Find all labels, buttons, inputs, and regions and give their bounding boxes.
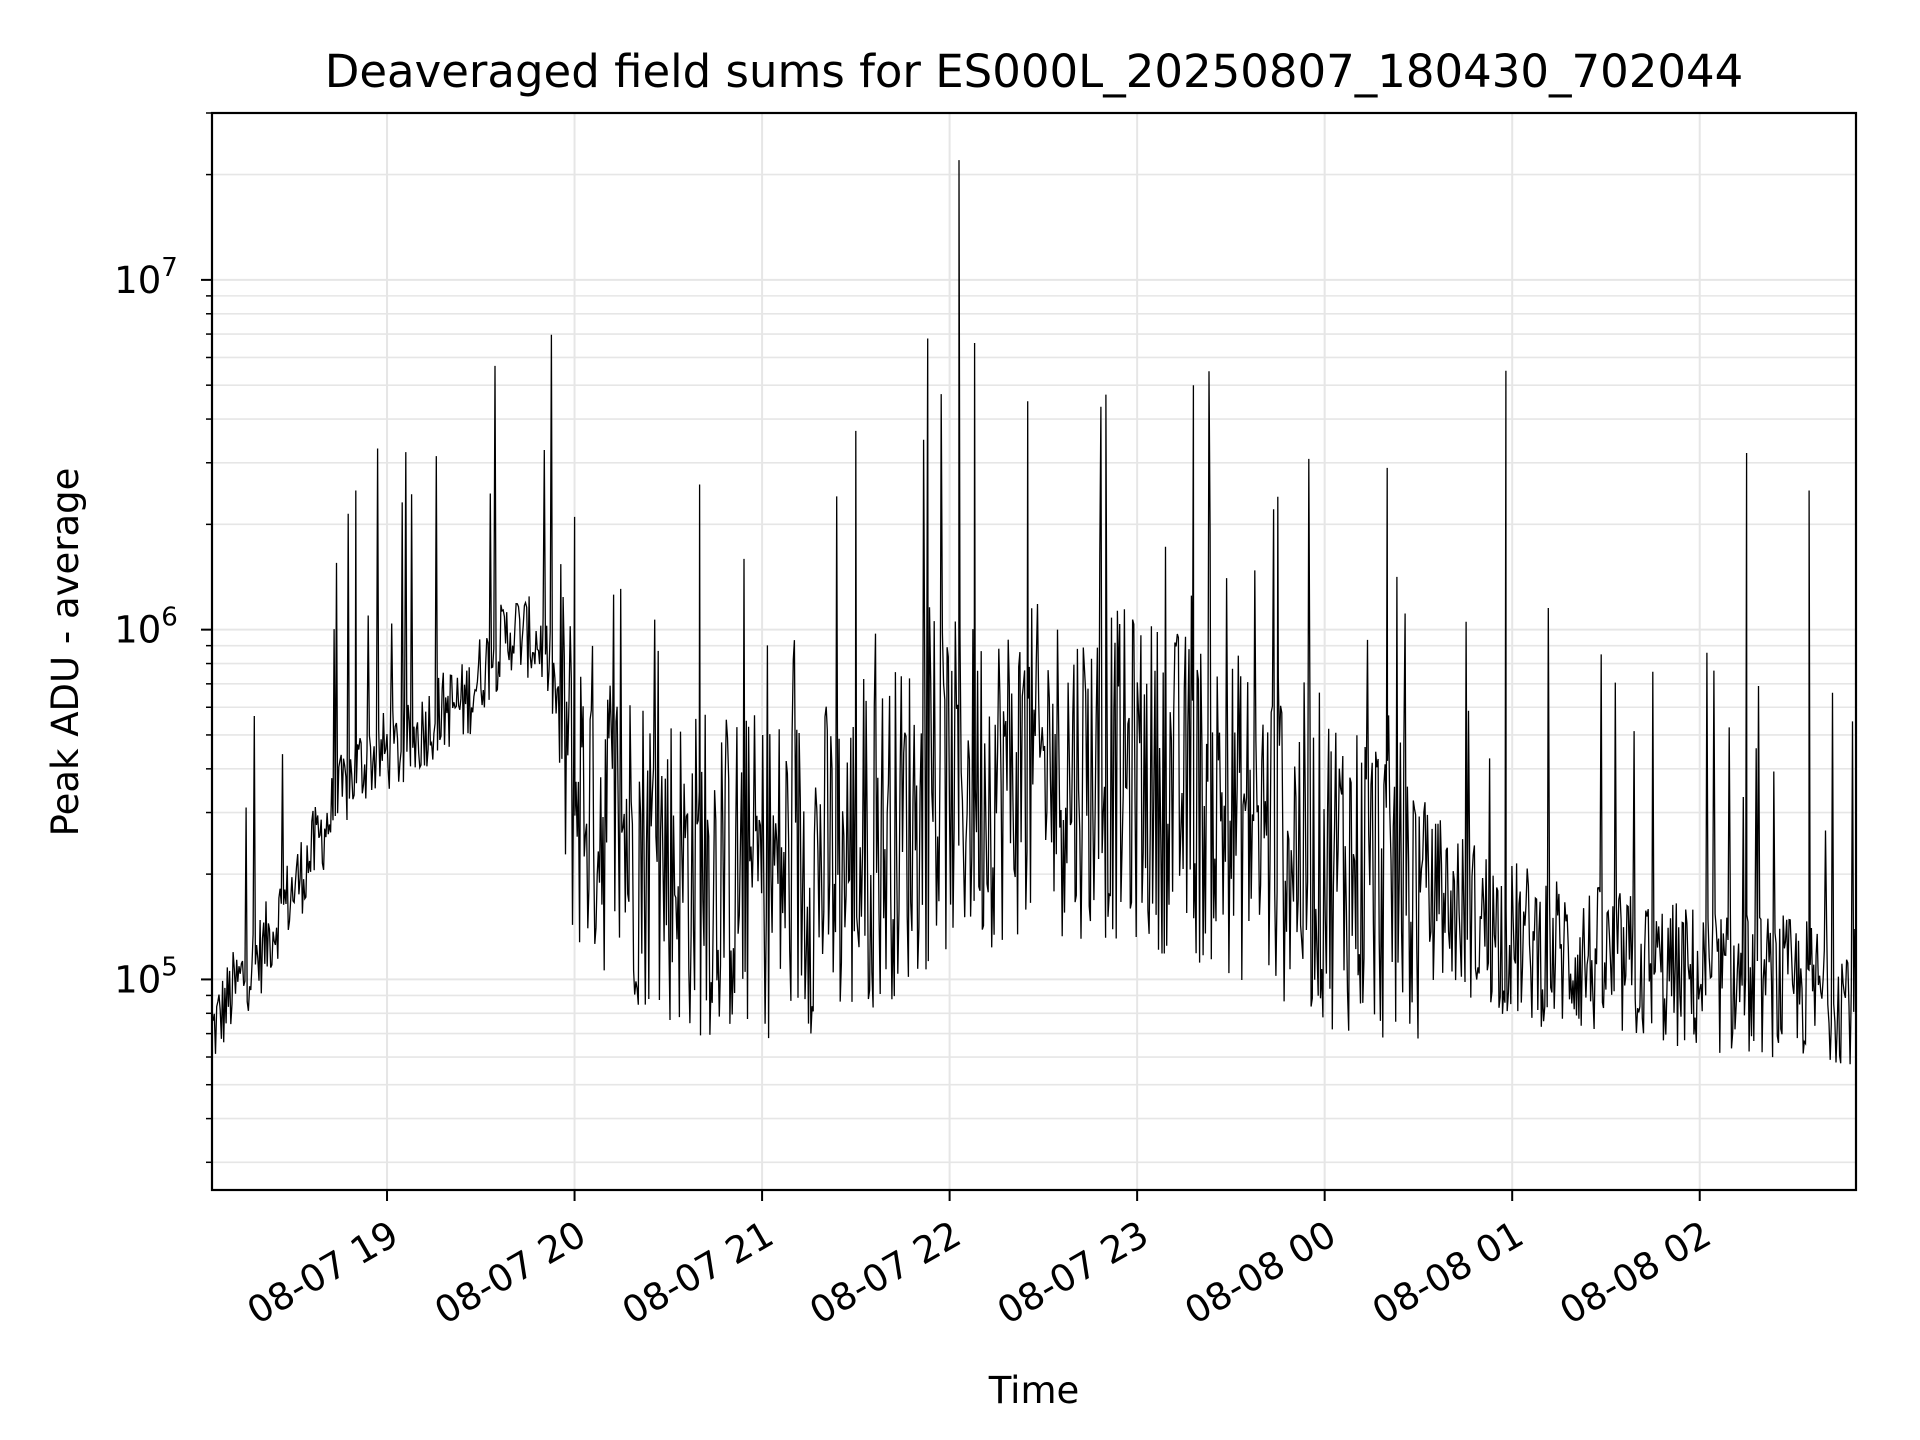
grid-layer (212, 112, 1856, 1190)
y-axis-label: Peak ADU - average (44, 468, 87, 837)
y-tick-label: 105 (114, 952, 178, 1001)
chart-title: Deaveraged field sums for ES000L_2025080… (325, 45, 1744, 98)
plot-frame (210, 111, 1858, 1192)
data-layer (211, 160, 1857, 1065)
x-axis-label: Time (988, 1369, 1080, 1412)
y-tick-label: 107 (114, 253, 178, 302)
series-line (211, 160, 1857, 1065)
y-tick-label: 106 (114, 603, 178, 652)
